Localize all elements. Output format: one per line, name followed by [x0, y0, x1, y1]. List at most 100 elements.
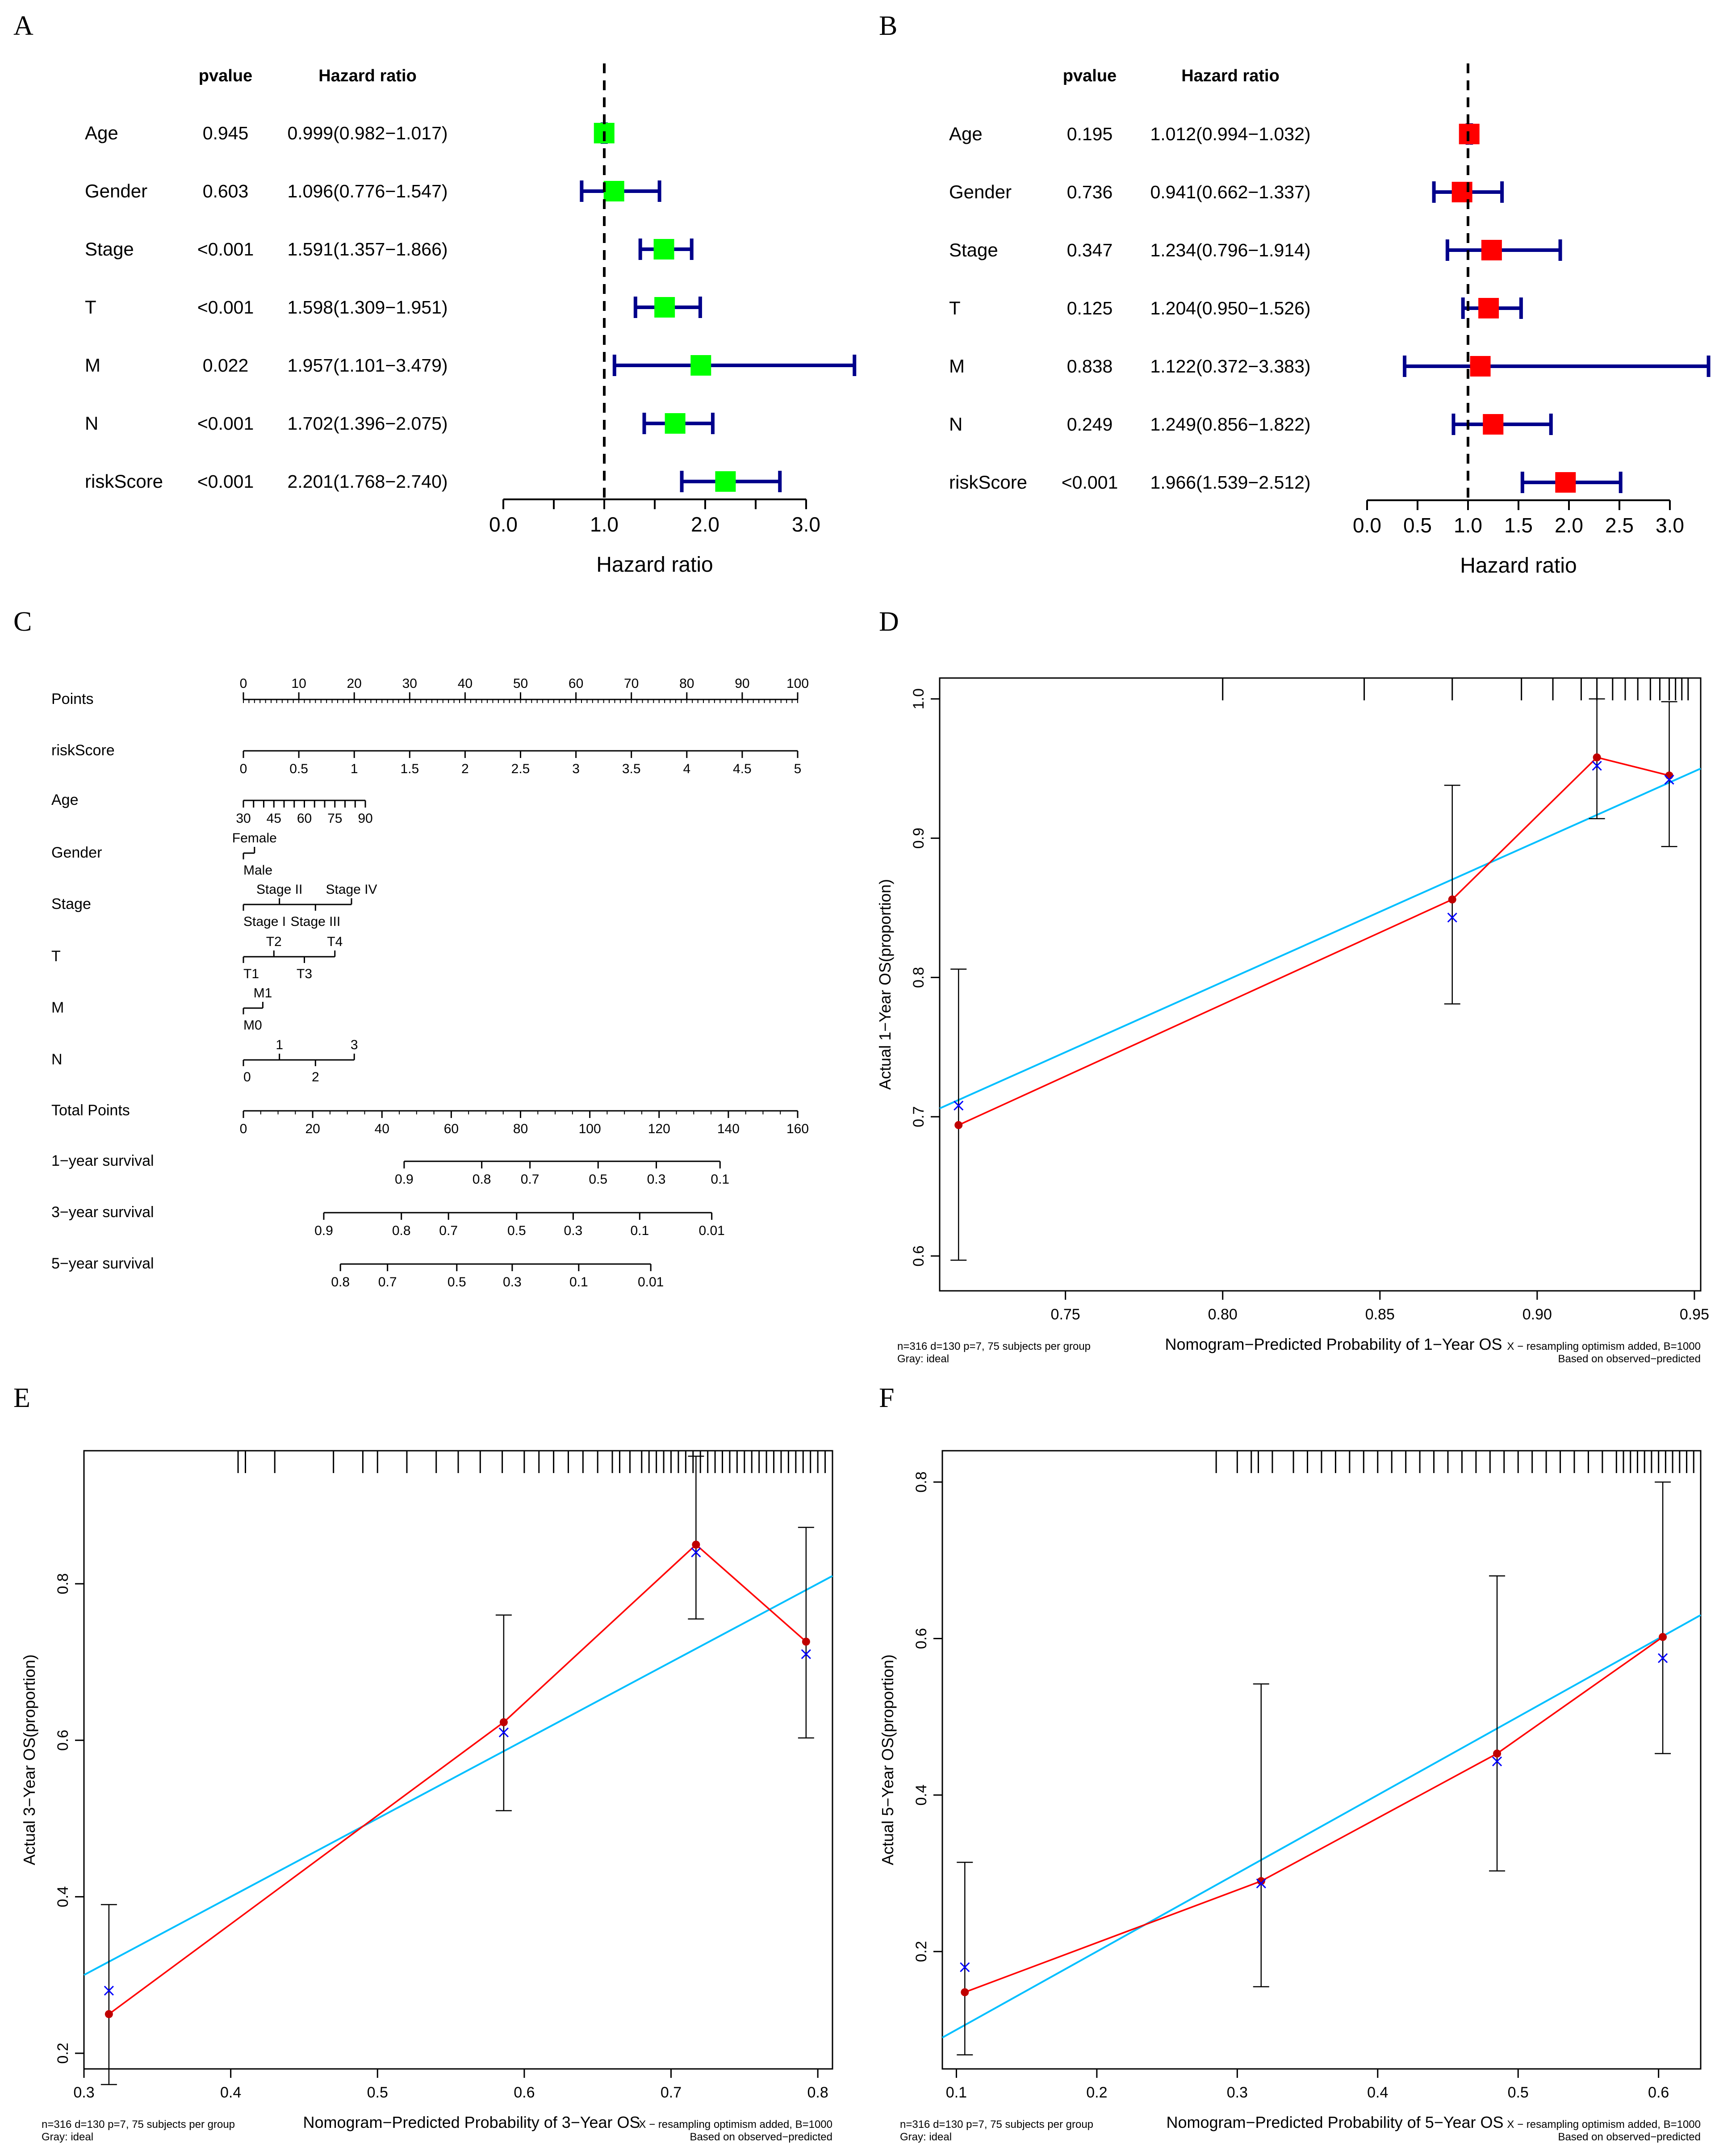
note-left-line1: n=316 d=130 p=7, 75 subjects per group	[900, 2118, 1093, 2131]
row-pvalue: 0.945	[203, 123, 249, 143]
nomogram-category-label: Stage IV	[326, 882, 377, 897]
nomogram-tick-label: 2	[461, 762, 469, 776]
x-tick-label: 0.75	[1051, 1306, 1080, 1323]
observed-line	[964, 1636, 1664, 1993]
nomogram-row-label: Total Points	[51, 1102, 130, 1119]
x-axis-title: Hazard ratio	[1460, 554, 1577, 578]
x-tick-label: 0.0	[489, 513, 518, 536]
nomogram-tick-label: 0.1	[711, 1172, 729, 1187]
nomogram-tick-label: 0	[240, 1122, 247, 1136]
nomogram-tick-label: 40	[375, 1122, 389, 1136]
observed-point	[105, 2010, 113, 2018]
nomogram-tick-label: 0.8	[392, 1223, 411, 1238]
nomogram-tick-label: 0.5	[448, 1275, 466, 1289]
ideal-line	[84, 1575, 833, 1976]
nomogram-row-label: Gender	[51, 844, 102, 861]
x-tick-label: 0.95	[1680, 1306, 1709, 1323]
row-hazard-ratio: 1.591(1.357−1.866)	[287, 239, 448, 260]
y-tick-label: 0.4	[54, 1886, 71, 1907]
row-label: riskScore	[949, 472, 1027, 493]
x-tick-label: 3.0	[792, 513, 820, 536]
y-axis-title: Actual 1−Year OS(proportion)	[876, 879, 894, 1090]
calibration-plot-1-year: 0.75 0.80 0.85 0.90 0.95 0.6 0.7 0.8 0.9 1.0 Actua…	[876, 677, 1709, 1365]
hazard-ratio-box	[1483, 414, 1504, 435]
row-pvalue: <0.001	[1062, 472, 1118, 493]
nomogram-row-label: 1−year survival	[51, 1152, 154, 1169]
y-tick-label: 0.2	[913, 1941, 930, 1962]
corrected-point	[691, 1547, 701, 1557]
x-tick-label: 0.8	[807, 2084, 828, 2101]
row-pvalue: 0.347	[1067, 240, 1113, 260]
corrected-point	[1447, 913, 1457, 923]
note-right-line1: X − resampling optimism added, B=1000	[1507, 1340, 1701, 1352]
x-tick-label: 0.5	[1403, 514, 1432, 537]
observed-point	[499, 1718, 508, 1726]
row-hazard-ratio: 2.201(1.768−2.740)	[287, 471, 448, 492]
note-right-line1: X − resampling optimism added, B=1000	[639, 2118, 832, 2131]
x-tick-label: 2.0	[691, 513, 719, 536]
nomogram-tick-label: 0.5	[589, 1172, 607, 1187]
row-hazard-ratio: 0.999(0.982−1.017)	[287, 123, 448, 143]
row-hazard-ratio: 1.012(0.994−1.032)	[1150, 124, 1310, 144]
hazard-ratio-header: Hazard ratio	[318, 67, 417, 85]
row-hazard-ratio: 1.249(0.856−1.822)	[1150, 414, 1310, 435]
nomogram-tick-label: 75	[327, 811, 342, 826]
nomogram-tick-label: 0.5	[289, 762, 308, 776]
row-hazard-ratio: 1.234(0.796−1.914)	[1150, 240, 1310, 260]
hazard-ratio-box	[1555, 472, 1576, 493]
nomogram-tick-label: 0.1	[569, 1275, 588, 1289]
nomogram-tick-label: 0.7	[521, 1172, 540, 1187]
note-left-line1: n=316 d=130 p=7, 75 subjects per group	[897, 1340, 1091, 1352]
nomogram-tick-label: 60	[444, 1122, 459, 1136]
nomogram-tick-label: 80	[679, 676, 694, 691]
row-hazard-ratio: 1.598(1.309−1.951)	[287, 297, 448, 318]
nomogram-tick-label: 140	[717, 1122, 740, 1136]
row-label: Gender	[85, 180, 147, 201]
observed-point	[961, 1988, 969, 1997]
observed-point	[1659, 1633, 1667, 1641]
observed-line	[108, 1543, 807, 2015]
x-axis-title: Nomogram−Predicted Probability of 3−Year…	[303, 2113, 640, 2131]
corrected-point	[954, 1101, 964, 1111]
row-hazard-ratio: 0.941(0.662−1.337)	[1150, 182, 1310, 202]
row-label: T	[85, 297, 96, 318]
nomogram-tick-label: 0.3	[503, 1275, 522, 1289]
y-tick-label: 1.0	[910, 688, 927, 709]
row-label: N	[85, 413, 98, 434]
y-tick-label: 0.6	[913, 1628, 930, 1649]
y-tick-label: 0.2	[54, 2043, 71, 2064]
row-hazard-ratio: 1.096(0.776−1.547)	[287, 181, 448, 201]
x-tick-label: 0.4	[1367, 2084, 1388, 2101]
panel-letter-e: E	[13, 1383, 30, 1413]
row-label: N	[949, 414, 962, 435]
row-pvalue: <0.001	[197, 297, 254, 318]
note-left-line2: Gray: ideal	[897, 1353, 949, 1365]
nomogram-tick-label: 4	[683, 762, 690, 776]
x-tick-label: 0.5	[367, 2084, 388, 2101]
panel-letter-a: A	[13, 11, 33, 41]
nomogram-row-label: Age	[51, 791, 79, 808]
hazard-ratio-box	[654, 297, 675, 318]
x-axis-title: Nomogram−Predicted Probability of 5−Year…	[1166, 2113, 1503, 2131]
observed-point	[802, 1637, 810, 1646]
nomogram-row-label: T	[51, 948, 61, 965]
corrected-point	[801, 1649, 811, 1659]
plot-frame	[939, 677, 1702, 1292]
nomogram-category-label: M1	[254, 986, 272, 1001]
y-tick-label: 0.9	[910, 828, 927, 849]
x-tick-label: 0.2	[1086, 2084, 1107, 2101]
panel-letter-d: D	[879, 607, 899, 637]
y-axis-title: Actual 3−Year OS(proportion)	[20, 1654, 38, 1865]
corrected-point	[1664, 774, 1674, 785]
corrected-point	[498, 1727, 509, 1737]
x-tick-label: 2.0	[1555, 514, 1583, 537]
nomogram-category-label: M0	[243, 1018, 262, 1033]
row-hazard-ratio: 1.966(1.539−2.512)	[1150, 472, 1310, 493]
row-pvalue: <0.001	[197, 239, 254, 260]
note-right-line2: Based on observed−predicted	[1558, 1353, 1701, 1365]
nomogram-category-label: T4	[327, 934, 343, 949]
row-pvalue: 0.603	[203, 181, 249, 201]
nomogram-tick-label: 1	[351, 762, 358, 776]
nomogram-tick-label: 5	[794, 762, 802, 776]
